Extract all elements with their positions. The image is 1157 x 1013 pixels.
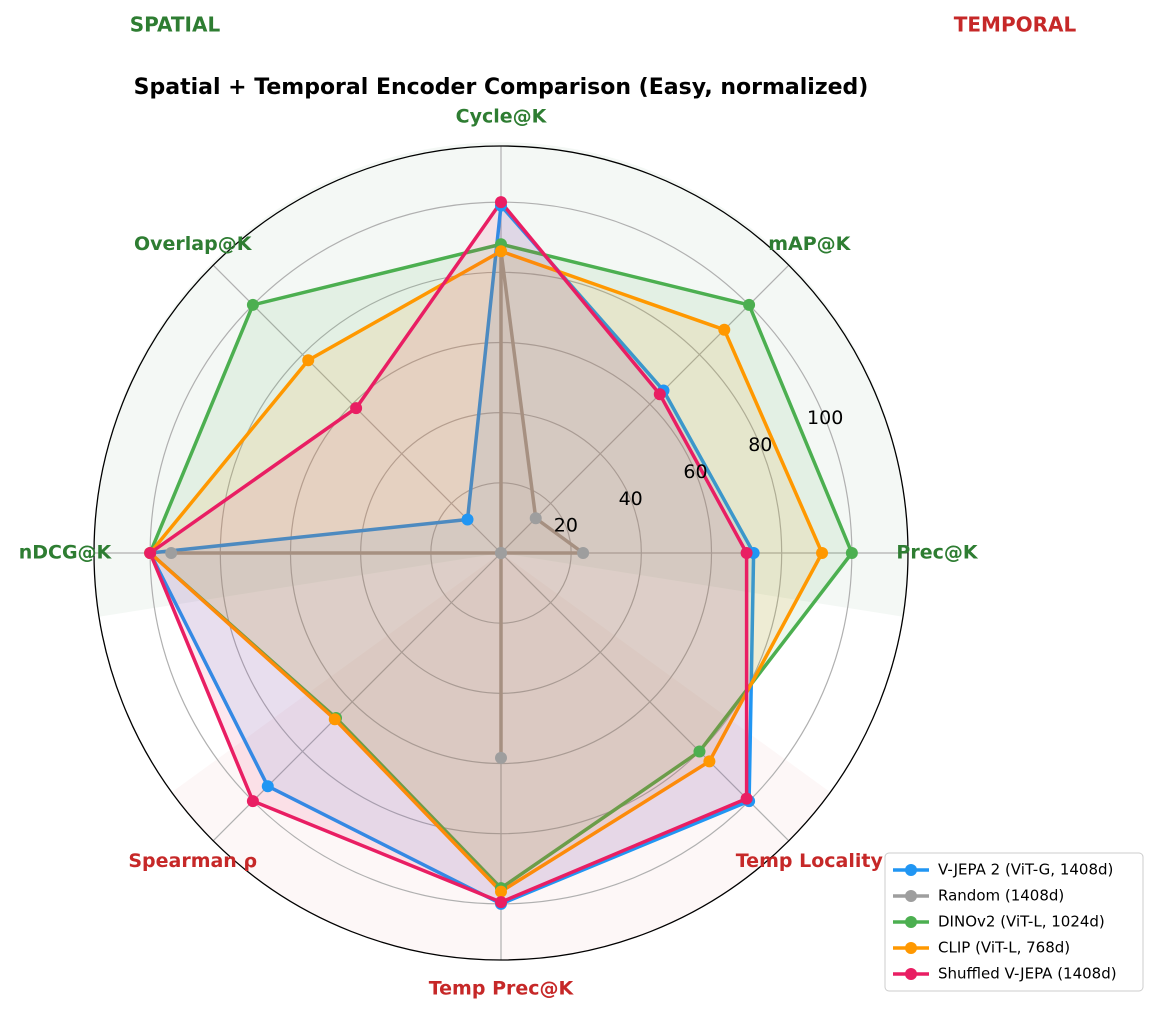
- legend-marker: [905, 916, 917, 928]
- data-point: [328, 713, 341, 726]
- data-point: [495, 245, 507, 258]
- legend-label: DINOv2 (ViT-L, 1024d): [938, 913, 1105, 931]
- legend: V-JEPA 2 (ViT-G, 1408d) Random (1408d) DIN…: [884, 852, 1144, 992]
- legend-marker: [905, 968, 917, 980]
- data-point: [495, 196, 507, 209]
- data-point: [529, 512, 542, 525]
- group-label: SPATIAL: [130, 13, 221, 37]
- data-point: [653, 388, 666, 401]
- data-point: [703, 755, 716, 768]
- r-tick-label: 60: [683, 461, 707, 483]
- spoke: [500, 552, 790, 842]
- data-point: [261, 780, 274, 793]
- axis-label: Cycle@K: [456, 106, 548, 128]
- outer-ring: [93, 145, 909, 961]
- data-point: [577, 547, 590, 559]
- data-point: [816, 547, 829, 559]
- data-point: [350, 402, 363, 415]
- group-label: TEMPORAL: [954, 13, 1077, 37]
- data-point: [743, 298, 756, 311]
- axis-label: nDCG@K: [19, 542, 113, 564]
- data-point: [495, 547, 507, 559]
- data-point: [144, 547, 157, 559]
- spoke: [212, 552, 502, 842]
- legend-marker: [905, 942, 917, 954]
- legend-box: [884, 852, 1144, 992]
- data-point: [495, 896, 507, 909]
- data-point: [246, 795, 259, 808]
- legend-marker: [905, 890, 917, 902]
- r-tick-label: 100: [807, 407, 843, 429]
- axis-label: mAP@K: [768, 233, 851, 255]
- r-tick-label: 20: [554, 515, 578, 537]
- data-point: [165, 547, 178, 559]
- data-point: [246, 298, 259, 311]
- r-tick-label: 80: [748, 434, 772, 456]
- data-point: [495, 885, 507, 898]
- data-point: [461, 513, 474, 526]
- legend-label: Random (1408d): [938, 887, 1064, 905]
- data-point: [740, 792, 753, 805]
- axis-label: Overlap@K: [134, 233, 253, 255]
- axis-label: Spearman ρ: [128, 850, 257, 872]
- data-point: [740, 547, 753, 559]
- data-point: [495, 751, 507, 764]
- chart-title: Spatial + Temporal Encoder Comparison (E…: [134, 75, 869, 100]
- data-point: [302, 354, 315, 367]
- data-point: [718, 323, 731, 336]
- axis-label: Prec@K: [896, 542, 978, 564]
- spoke: [500, 264, 790, 554]
- legend-label: Shuffled V-JEPA (1408d): [938, 965, 1117, 983]
- axis-label: Temp Locality: [736, 850, 884, 872]
- r-tick-label: 40: [619, 488, 643, 510]
- legend-label: CLIP (ViT-L, 768d): [938, 939, 1070, 957]
- data-point: [845, 547, 858, 559]
- legend-label: V-JEPA 2 (ViT-G, 1408d): [938, 861, 1113, 879]
- data-point: [693, 745, 706, 758]
- legend-marker: [905, 864, 917, 876]
- axis-label: Temp Prec@K: [429, 978, 575, 1000]
